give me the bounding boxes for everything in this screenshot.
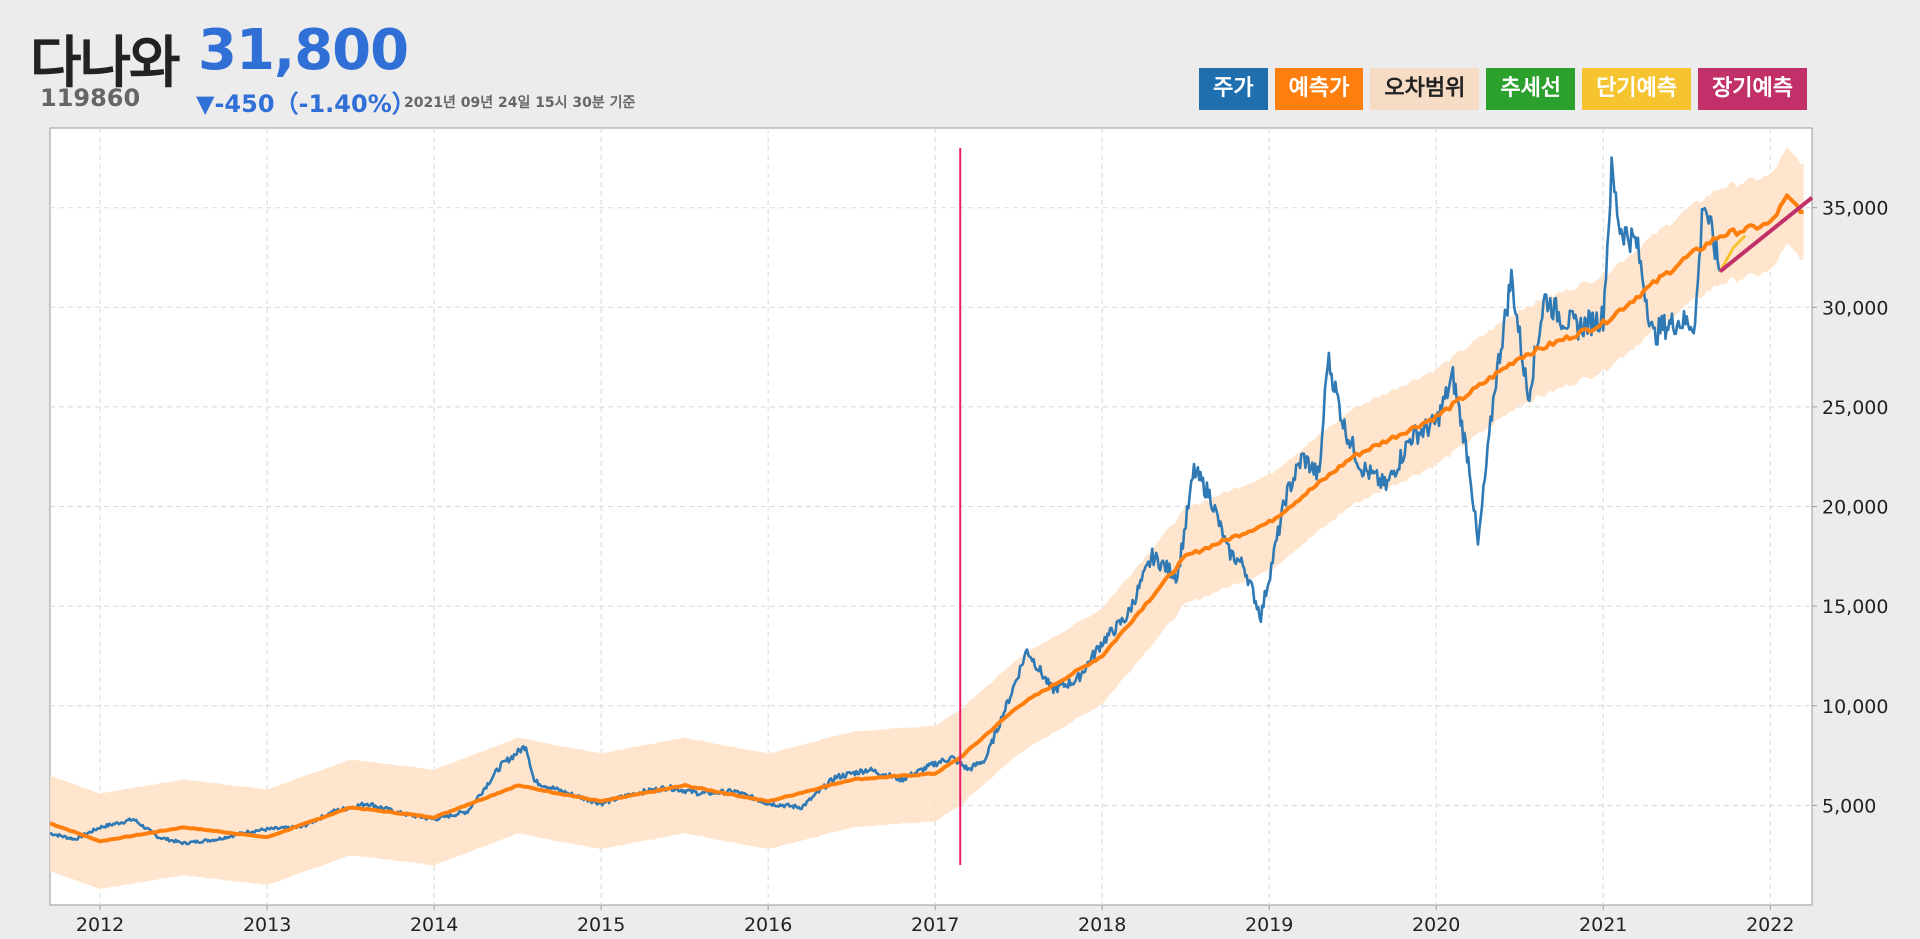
x-tick-label: 2014 xyxy=(410,914,458,936)
error-band xyxy=(50,147,1804,890)
series-short-term-line xyxy=(1718,234,1747,273)
x-tick-label: 2018 xyxy=(1078,914,1126,936)
legend-short-term[interactable]: 단기예측 xyxy=(1582,68,1692,110)
x-tick-label: 2015 xyxy=(577,914,625,936)
stock-code: 119860 xyxy=(40,84,141,112)
current-price: 31,800 xyxy=(198,18,409,83)
legend-long-term[interactable]: 장기예측 xyxy=(1698,68,1807,110)
stock-name: 다나와 xyxy=(30,31,181,96)
legend: 주가 예측가 오차범위 추세선 단기예측 장기예측 xyxy=(1199,68,1807,110)
x-tick-label: 2012 xyxy=(76,914,124,936)
y-tick-label: 5,000 xyxy=(1822,795,1876,817)
legend-predicted[interactable]: 예측가 xyxy=(1274,68,1364,110)
legend-trend[interactable]: 추세선 xyxy=(1486,68,1576,110)
series-long-term-line xyxy=(1718,196,1814,273)
y-tick-label: 25,000 xyxy=(1822,397,1888,419)
y-tick-label: 10,000 xyxy=(1822,696,1888,718)
x-tick-label: 2022 xyxy=(1746,914,1794,936)
x-tick-label: 2019 xyxy=(1245,914,1293,936)
legend-price[interactable]: 주가 xyxy=(1199,68,1268,110)
timestamp: 2021년 09년 24일 15시 30분 기준 xyxy=(404,95,636,111)
series-predicted-line xyxy=(49,193,1804,844)
x-tick-label: 2020 xyxy=(1412,914,1460,936)
y-tick-label: 20,000 xyxy=(1822,497,1888,519)
price-change: ▼-450（-1.40%） xyxy=(196,90,416,118)
x-tick-label: 2017 xyxy=(911,914,959,936)
x-tick-label: 2021 xyxy=(1579,914,1627,936)
y-tick-label: 35,000 xyxy=(1822,198,1888,220)
y-tick-label: 30,000 xyxy=(1822,297,1888,319)
x-tick-label: 2013 xyxy=(243,914,291,936)
x-tick-label: 2016 xyxy=(744,914,792,936)
legend-error-band[interactable]: 오차범위 xyxy=(1370,68,1480,110)
y-tick-label: 15,000 xyxy=(1822,596,1888,618)
